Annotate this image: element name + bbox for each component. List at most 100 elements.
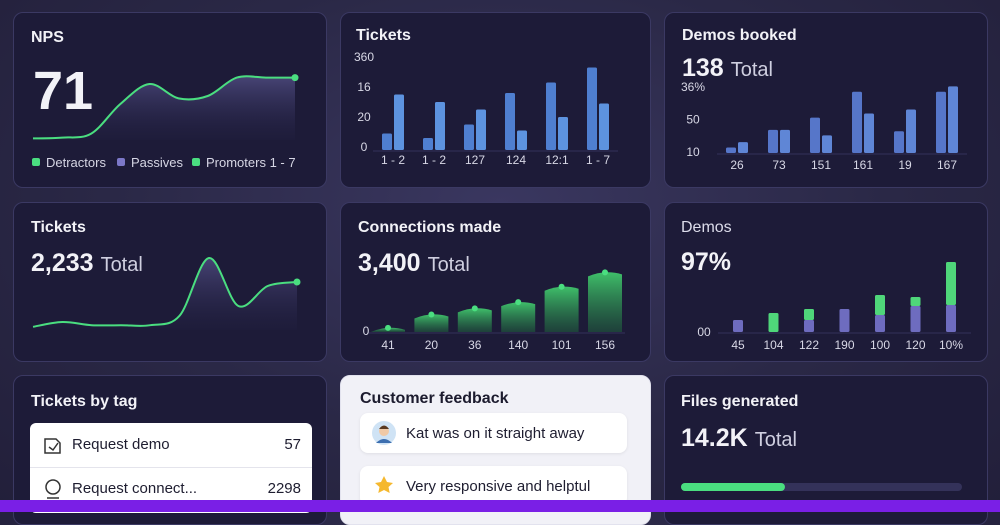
- x-tick-label: 36: [468, 338, 482, 352]
- legend-label: Detractors: [46, 155, 106, 170]
- star: [375, 476, 393, 493]
- bar-segment: [733, 320, 743, 332]
- card-title: NPS: [31, 29, 64, 46]
- unit: Total: [427, 254, 470, 276]
- feedback-text: Very responsive and helptul: [406, 478, 591, 495]
- bar: [423, 138, 433, 150]
- feedback-item: [360, 413, 627, 453]
- unit: Total: [730, 59, 773, 81]
- line: [32, 75, 295, 140]
- area-fill: [33, 257, 297, 330]
- card: [13, 202, 327, 362]
- icon: [45, 479, 61, 495]
- x-tick-label: 101: [552, 338, 572, 352]
- card: [664, 202, 988, 362]
- bar-segment: [839, 309, 850, 332]
- bar: [780, 129, 790, 153]
- bar: [822, 135, 832, 153]
- x-tick-label: 26: [730, 158, 744, 172]
- legend-swatch: [117, 158, 125, 166]
- x-tick-label: 1 - 2: [422, 153, 446, 167]
- x-tick-label: 161: [853, 158, 873, 172]
- tag-list: [30, 423, 312, 513]
- x-tick-label: 1 - 2: [381, 153, 405, 167]
- column-dot: [515, 299, 522, 306]
- x-tick-label: 124: [506, 153, 526, 167]
- y-tick-label: 0: [361, 140, 368, 154]
- column: [501, 302, 536, 332]
- card-title: Connections made: [358, 219, 502, 236]
- y-tick-label: 360: [354, 50, 374, 64]
- bar: [906, 109, 916, 153]
- bar: [852, 91, 862, 153]
- bar-segment: [768, 313, 779, 332]
- bar: [546, 82, 556, 150]
- progress-fill: [681, 483, 785, 491]
- card-title: Tickets: [31, 219, 86, 236]
- bar: [894, 131, 904, 153]
- y-tick-label: 00: [697, 325, 711, 339]
- x-tick-label: 45: [731, 338, 745, 352]
- bar: [394, 94, 404, 150]
- bar: [768, 129, 778, 153]
- kpi-value: 138 Total: [682, 56, 773, 81]
- bar: [464, 124, 474, 150]
- bar-segment: [875, 315, 885, 332]
- column-dot: [558, 283, 565, 290]
- bar-segment: [875, 295, 885, 315]
- legend-swatch: [192, 158, 200, 166]
- x-tick-label: 127: [465, 153, 485, 167]
- unit: Total: [754, 429, 797, 451]
- value: 2,233: [31, 249, 94, 277]
- column: [544, 286, 579, 332]
- bar: [505, 93, 515, 150]
- x-tick-label: 10%: [939, 338, 963, 352]
- value: 14.2K: [681, 424, 748, 452]
- icon: [44, 438, 61, 454]
- card-title: Demos: [681, 219, 732, 236]
- bar: [936, 91, 946, 153]
- card-title: Tickets: [356, 27, 411, 44]
- tag-count: 57: [284, 436, 301, 453]
- x-tick-label: 20: [425, 338, 439, 352]
- tag-count: 2298: [267, 480, 301, 497]
- divider: [30, 467, 312, 468]
- x-tick-label: 73: [772, 158, 786, 172]
- column-dot: [471, 305, 478, 312]
- x-tick-label: 167: [937, 158, 957, 172]
- kpi-value: 3,400 Total: [358, 251, 470, 276]
- x-tick-label: 122: [799, 338, 819, 352]
- column-dot: [428, 311, 435, 318]
- legend-label: Passives: [131, 155, 184, 170]
- card-title: Demos booked: [682, 27, 797, 44]
- kpi-value: 2,233 Total: [31, 251, 143, 276]
- legend-swatch: [32, 158, 40, 166]
- bar: [382, 133, 392, 150]
- bar-segment: [946, 305, 956, 332]
- bar-segment: [946, 262, 956, 305]
- y-tick-label: 16: [357, 80, 371, 94]
- end-dot: [293, 278, 301, 286]
- x-tick-label: 1 - 7: [586, 153, 610, 167]
- value: 3,400: [358, 249, 421, 277]
- bar: [738, 142, 748, 153]
- bar: [558, 117, 568, 150]
- bar: [435, 102, 445, 150]
- bar-segment: [910, 297, 921, 306]
- bar-segment: [804, 309, 814, 320]
- y-tick-label: 10: [686, 145, 700, 159]
- feedback-icons: [372, 421, 396, 493]
- tag-label[interactable]: Request demo: [72, 436, 170, 453]
- x-tick-label: 156: [595, 338, 615, 352]
- legend-label: Promoters 1 - 7: [206, 155, 296, 170]
- tag-label[interactable]: Request connect...: [72, 480, 198, 497]
- x-tick-label: 151: [811, 158, 831, 172]
- x-tick-label: 41: [381, 338, 395, 352]
- x-tick-label: 190: [834, 338, 854, 352]
- bar: [587, 67, 597, 150]
- x-tick-label: 120: [905, 338, 925, 352]
- bar: [517, 130, 527, 150]
- avatar-body: [376, 439, 392, 443]
- column: [457, 308, 492, 332]
